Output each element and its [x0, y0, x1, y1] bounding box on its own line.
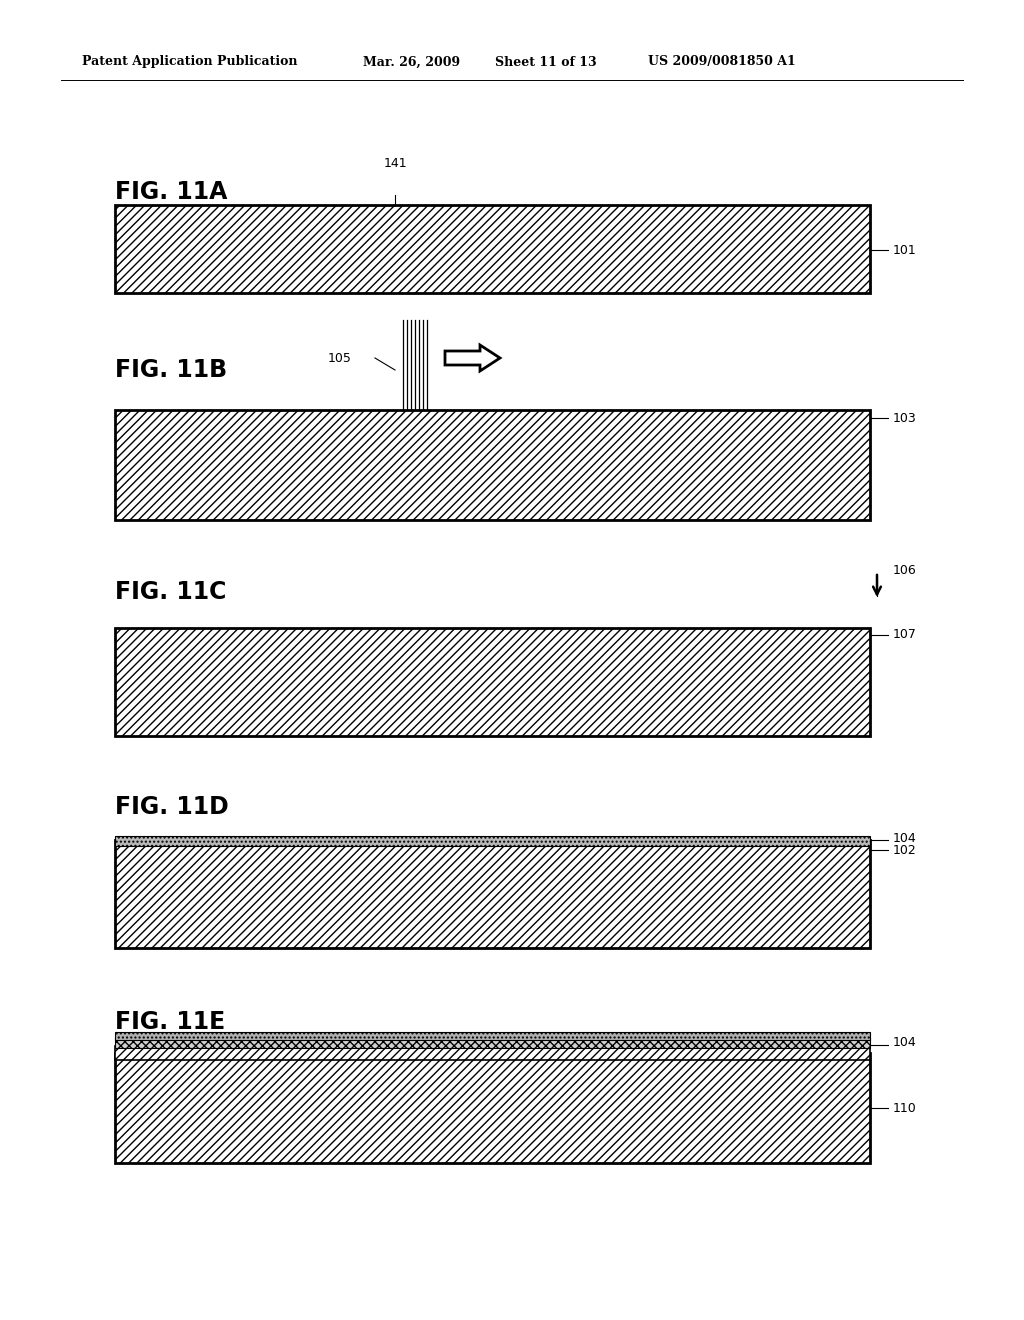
Bar [115, 842, 870, 851]
Bar [115, 631, 870, 639]
Text: 103: 103 [893, 412, 916, 425]
Bar [115, 205, 870, 293]
Text: 105: 105 [328, 351, 352, 364]
Text: 141: 141 [383, 157, 407, 170]
Text: 102: 102 [893, 843, 916, 857]
Text: 110: 110 [893, 1101, 916, 1114]
Text: 107: 107 [893, 628, 916, 642]
Bar [115, 628, 870, 737]
Text: FIG. 11B: FIG. 11B [115, 358, 227, 381]
Text: FIG. 11C: FIG. 11C [115, 579, 226, 605]
Bar [115, 836, 870, 846]
Text: Sheet 11 of 13: Sheet 11 of 13 [495, 55, 597, 69]
FancyArrow shape [445, 345, 500, 371]
Bar [115, 1032, 870, 1040]
Text: FIG. 11E: FIG. 11E [115, 1010, 225, 1034]
Bar [115, 840, 870, 948]
Text: US 2009/0081850 A1: US 2009/0081850 A1 [648, 55, 796, 69]
Bar [115, 1053, 870, 1163]
Bar [115, 414, 870, 425]
Text: FIG. 11D: FIG. 11D [115, 795, 228, 818]
Text: Patent Application Publication: Patent Application Publication [82, 55, 298, 69]
Text: 104: 104 [893, 832, 916, 845]
Text: Mar. 26, 2009: Mar. 26, 2009 [362, 55, 460, 69]
Text: 101: 101 [893, 243, 916, 256]
Text: FIG. 11A: FIG. 11A [115, 180, 227, 205]
Bar [115, 1038, 870, 1048]
Bar [115, 1045, 870, 1060]
Text: 106: 106 [893, 564, 916, 577]
Text: 104: 104 [893, 1035, 916, 1048]
Bar [115, 411, 870, 520]
